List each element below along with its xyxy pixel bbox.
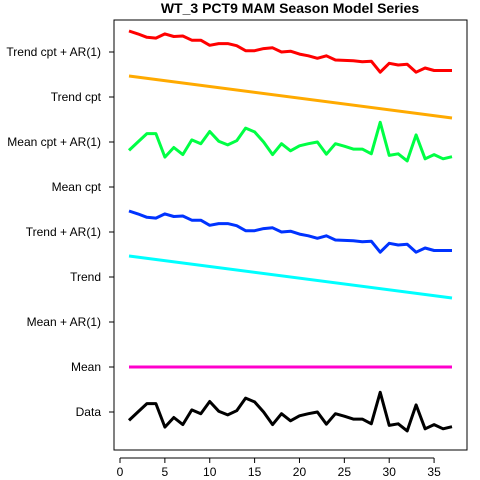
plot-frame xyxy=(113,19,468,451)
y-tick-label: Trend cpt + AR(1) xyxy=(6,45,101,59)
x-tick-label: 30 xyxy=(383,465,397,479)
y-tick-label: Trend + AR(1) xyxy=(26,225,101,239)
x-tick-label: 15 xyxy=(248,465,262,479)
series-line-data xyxy=(127,390,453,433)
series-line-trend-cpt xyxy=(128,74,453,120)
series-line-trend-ar-1 xyxy=(128,209,452,254)
series-line-mean-cpt-ar-1 xyxy=(127,120,453,163)
x-tick-label: 10 xyxy=(203,465,217,479)
chart-title: WT_3 PCT9 MAM Season Model Series xyxy=(161,0,419,16)
series-line-trend xyxy=(128,254,453,300)
y-tick-label: Trend xyxy=(70,270,101,284)
x-axis: 0 5 10 15 20 25 30 35 xyxy=(117,457,441,479)
x-tick-label: 0 xyxy=(117,465,124,479)
y-tick-label: Mean cpt + AR(1) xyxy=(7,135,101,149)
y-tick-label: Data xyxy=(76,405,102,419)
x-tick-label: 5 xyxy=(162,465,169,479)
series-layer xyxy=(127,29,453,433)
x-tick-label: 25 xyxy=(338,465,352,479)
series-line-trend-cpt-ar-1 xyxy=(128,29,452,74)
x-tick-label: 35 xyxy=(427,465,441,479)
y-tick-label: Trend cpt xyxy=(51,90,102,104)
y-tick-label: Mean xyxy=(71,360,101,374)
y-tick-label: Mean cpt xyxy=(52,180,102,194)
y-axis: Data Mean Mean + AR(1) Trend Trend + AR(1) Me… xyxy=(6,45,114,419)
y-tick-label: Mean + AR(1) xyxy=(27,315,101,329)
x-tick-label: 20 xyxy=(293,465,307,479)
